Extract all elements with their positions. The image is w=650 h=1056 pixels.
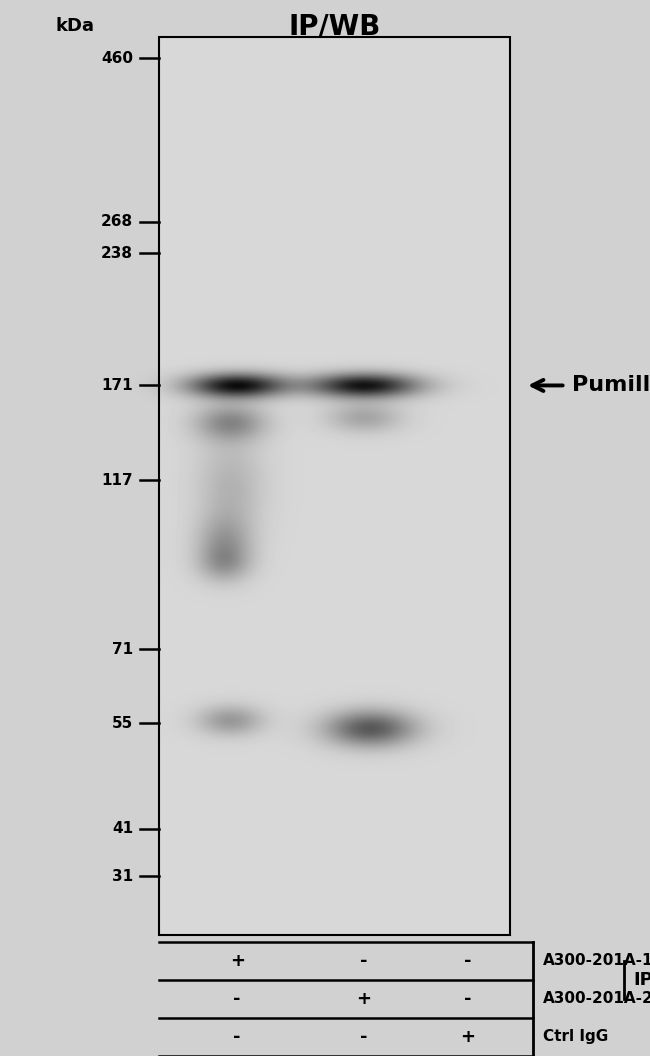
Text: kDa: kDa (55, 17, 94, 36)
Text: 268: 268 (101, 214, 133, 229)
Text: -: - (464, 951, 472, 970)
Text: 71: 71 (112, 642, 133, 657)
Text: A300-201A-2: A300-201A-2 (543, 992, 650, 1006)
Text: -: - (360, 951, 368, 970)
Text: 117: 117 (101, 473, 133, 488)
Text: +: + (460, 1027, 476, 1046)
Bar (159, 37, 510, 935)
Text: IP/WB: IP/WB (289, 13, 381, 41)
Text: -: - (233, 1027, 241, 1046)
Text: 41: 41 (112, 822, 133, 836)
Text: 55: 55 (112, 716, 133, 731)
Text: -: - (464, 989, 472, 1008)
Text: -: - (233, 989, 241, 1008)
Text: Ctrl IgG: Ctrl IgG (543, 1030, 608, 1044)
Text: IP: IP (634, 970, 650, 989)
Text: A300-201A-1: A300-201A-1 (543, 954, 650, 968)
Text: 238: 238 (101, 246, 133, 261)
Text: 460: 460 (101, 51, 133, 65)
Text: 171: 171 (101, 378, 133, 393)
Text: +: + (356, 989, 372, 1008)
Text: +: + (229, 951, 245, 970)
Text: -: - (360, 1027, 368, 1046)
Text: Pumillio 1: Pumillio 1 (572, 376, 650, 395)
Text: 31: 31 (112, 869, 133, 884)
